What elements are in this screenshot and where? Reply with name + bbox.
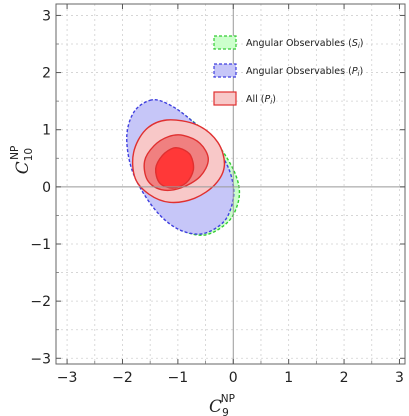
y-axis-title-main: C [13, 161, 33, 174]
y-tick-label: −3 [30, 351, 51, 367]
legend-swatch-1 [213, 63, 237, 78]
x-tick-label: −2 [112, 370, 133, 386]
x-axis-title-sup: NP [221, 393, 235, 405]
legend: Angular Observables (Si) Angular Observab… [213, 35, 364, 106]
y-tick-label: 3 [42, 8, 51, 24]
y-tick-label: −2 [30, 294, 51, 310]
x-axis-title: C9 NP [209, 393, 235, 416]
y-tick-label: 1 [42, 123, 51, 139]
y-tick-label: 2 [42, 66, 51, 82]
x-axis-title-main: C [209, 397, 222, 416]
x-axis-title-sub: 9 [222, 407, 229, 416]
y-axis-title-sub: 10 [23, 148, 35, 161]
x-tick-label: 0 [229, 370, 238, 386]
legend-swatch-2 [213, 91, 237, 106]
x-tick-label: 2 [340, 370, 349, 386]
confidence-regions [126, 98, 241, 236]
legend-swatch-0 [213, 35, 237, 50]
legend-label-0: Angular Observables (Si) [246, 38, 364, 50]
y-tick-label: 0 [42, 180, 51, 196]
plot-frame [55, 3, 406, 365]
x-tick-label: −1 [168, 370, 189, 386]
y-tick-label: −1 [30, 237, 51, 253]
legend-label-1: Angular Observables (Pi) [246, 66, 363, 78]
x-tick-label: −3 [57, 370, 78, 386]
y-axis-title: C10NP [9, 146, 35, 175]
x-tick-label: 1 [284, 370, 293, 386]
x-tick-label: 3 [395, 370, 404, 386]
y-axis-title-sup: NP [9, 146, 21, 160]
legend-label-2: All (Pi) [246, 94, 276, 106]
axis-ticks: −3 −2 −1 0 1 2 3 −3 −2 −1 0 1 2 3 [30, 4, 405, 386]
